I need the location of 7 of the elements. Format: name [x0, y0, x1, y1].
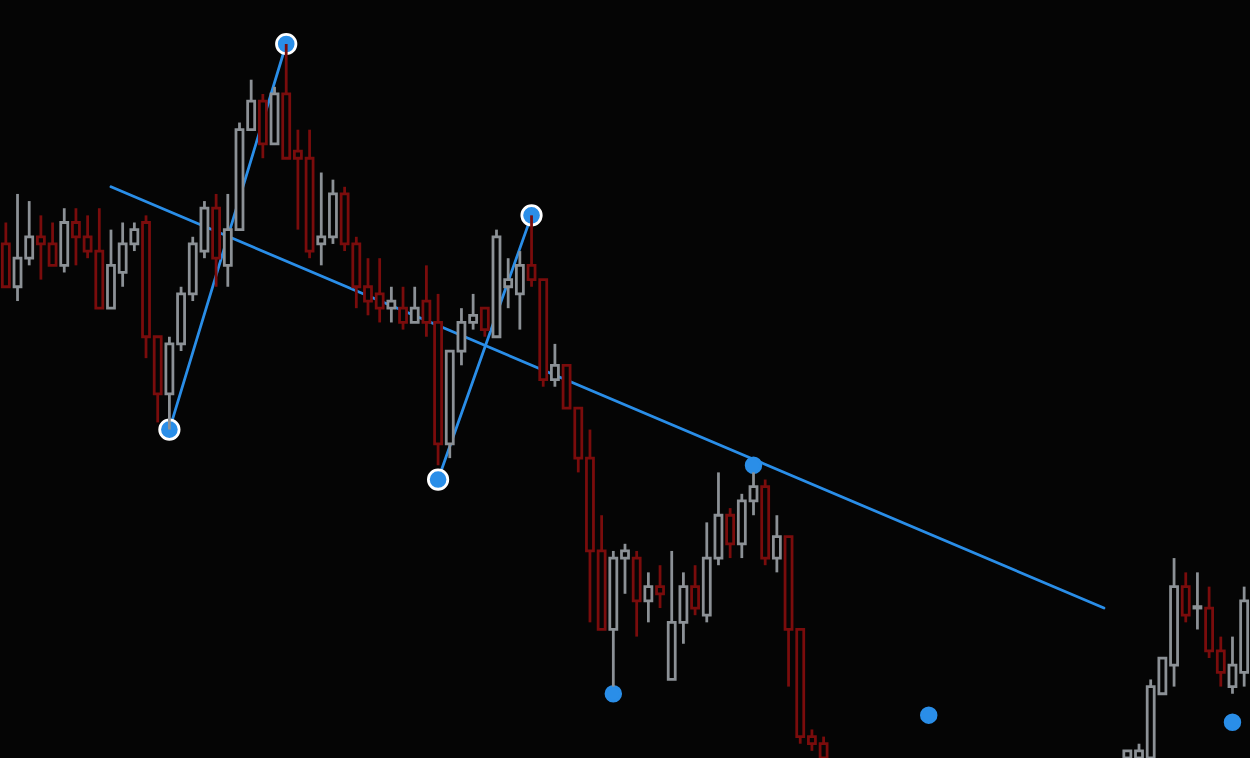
point [604, 685, 623, 703]
point [275, 32, 298, 56]
point [426, 468, 450, 491]
point [920, 706, 938, 724]
point [158, 418, 181, 441]
point [744, 456, 763, 474]
point [1223, 713, 1242, 732]
